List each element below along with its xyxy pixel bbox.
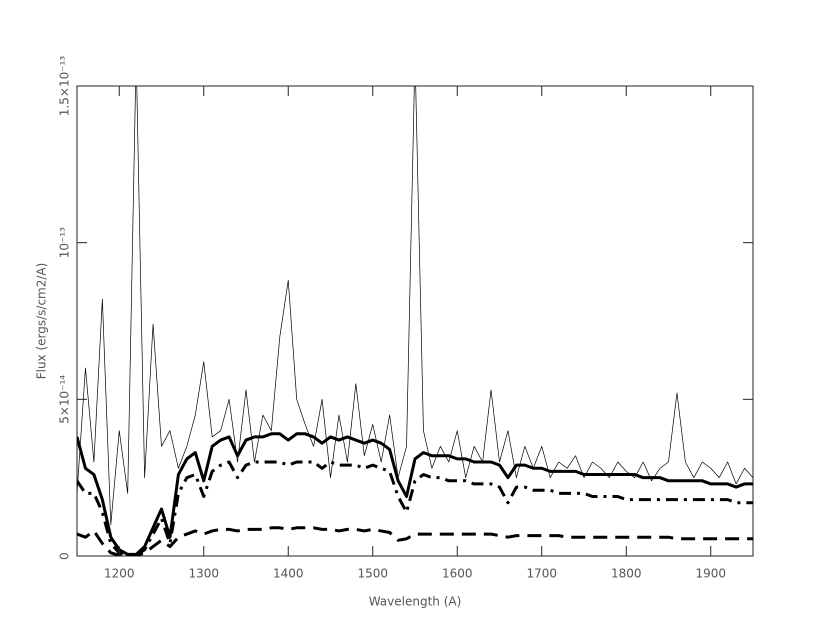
x-tick-label: 1700 <box>526 567 557 581</box>
y-tick-label: 1.5×10⁻¹³ <box>58 56 72 117</box>
data-line <box>77 460 753 556</box>
x-tick-label: 1900 <box>695 567 726 581</box>
x-tick-label: 1800 <box>611 567 642 581</box>
x-tick-label: 1500 <box>357 567 388 581</box>
x-axis-label: Wavelength (A) <box>369 595 462 609</box>
y-axis-label: Flux (ergs/s/cm2/A) <box>35 263 49 380</box>
plot-frame <box>76 85 754 557</box>
x-tick-label: 1300 <box>188 567 219 581</box>
data-line <box>77 432 753 556</box>
y-tick-label: 5×10⁻¹⁴ <box>58 375 72 424</box>
y-tick-label: 10⁻¹³ <box>58 227 72 258</box>
x-tick-label: 1200 <box>104 567 135 581</box>
plot-lines <box>77 86 753 556</box>
data-line <box>77 526 753 556</box>
data-line <box>77 86 753 526</box>
y-tick-label: 0 <box>58 552 72 560</box>
x-tick-label: 1600 <box>442 567 473 581</box>
x-tick-label: 1400 <box>273 567 304 581</box>
